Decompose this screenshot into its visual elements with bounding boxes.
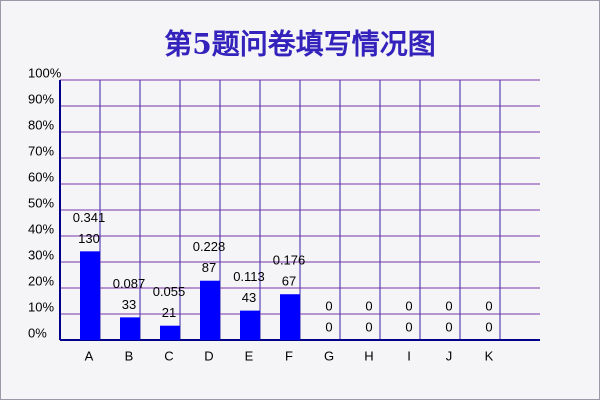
y-tick-label: 50% <box>28 195 54 210</box>
value-label: 0.341 <box>73 210 106 225</box>
value-label: 0 <box>445 298 452 313</box>
x-tick-label: E <box>245 348 254 363</box>
value-label: 0 <box>325 298 332 313</box>
x-tick-label: G <box>324 348 334 363</box>
count-label: 0 <box>365 319 372 334</box>
bar <box>200 280 220 340</box>
y-tick-label: 10% <box>28 299 54 314</box>
value-label: 0.176 <box>273 253 306 268</box>
x-tick-label: A <box>85 348 94 363</box>
count-label: 0 <box>325 319 332 334</box>
x-tick-label: K <box>485 348 494 363</box>
count-label: 67 <box>282 274 296 289</box>
count-label: 130 <box>78 231 100 246</box>
x-tick-label: B <box>125 348 134 363</box>
value-label: 0.113 <box>233 269 265 284</box>
count-label: 21 <box>162 305 176 320</box>
x-tick-label: F <box>285 348 293 363</box>
count-label: 0 <box>445 319 452 334</box>
bar <box>80 251 100 340</box>
bar <box>280 294 300 340</box>
x-tick-label: C <box>164 348 173 363</box>
y-tick-label: 0% <box>28 325 47 340</box>
count-label: 0 <box>485 319 492 334</box>
y-tick-label: 40% <box>28 221 54 236</box>
value-label: 0.055 <box>153 284 186 299</box>
bar <box>240 310 260 340</box>
value-label: 0.087 <box>113 276 146 291</box>
y-tick-label: 100% <box>28 65 62 80</box>
chart-title: 第5题问卷填写情况图 <box>164 28 435 61</box>
y-tick-label: 20% <box>28 273 54 288</box>
value-label: 0.228 <box>193 239 226 254</box>
y-tick-label: 70% <box>28 143 54 158</box>
x-tick-label: I <box>407 348 411 363</box>
x-tick-label: D <box>204 348 213 363</box>
x-tick-label: J <box>446 348 453 363</box>
y-tick-label: 30% <box>28 247 54 262</box>
count-label: 0 <box>405 319 412 334</box>
count-label: 43 <box>242 290 256 305</box>
bar <box>120 317 140 340</box>
value-label: 0 <box>365 298 372 313</box>
value-label: 0 <box>485 298 492 313</box>
bar <box>160 325 180 340</box>
count-label: 87 <box>202 260 216 275</box>
x-tick-label: H <box>364 348 373 363</box>
y-tick-label: 80% <box>28 117 54 132</box>
count-label: 33 <box>122 297 136 312</box>
value-label: 0 <box>405 298 412 313</box>
y-tick-label: 60% <box>28 169 54 184</box>
y-tick-label: 90% <box>28 91 54 106</box>
